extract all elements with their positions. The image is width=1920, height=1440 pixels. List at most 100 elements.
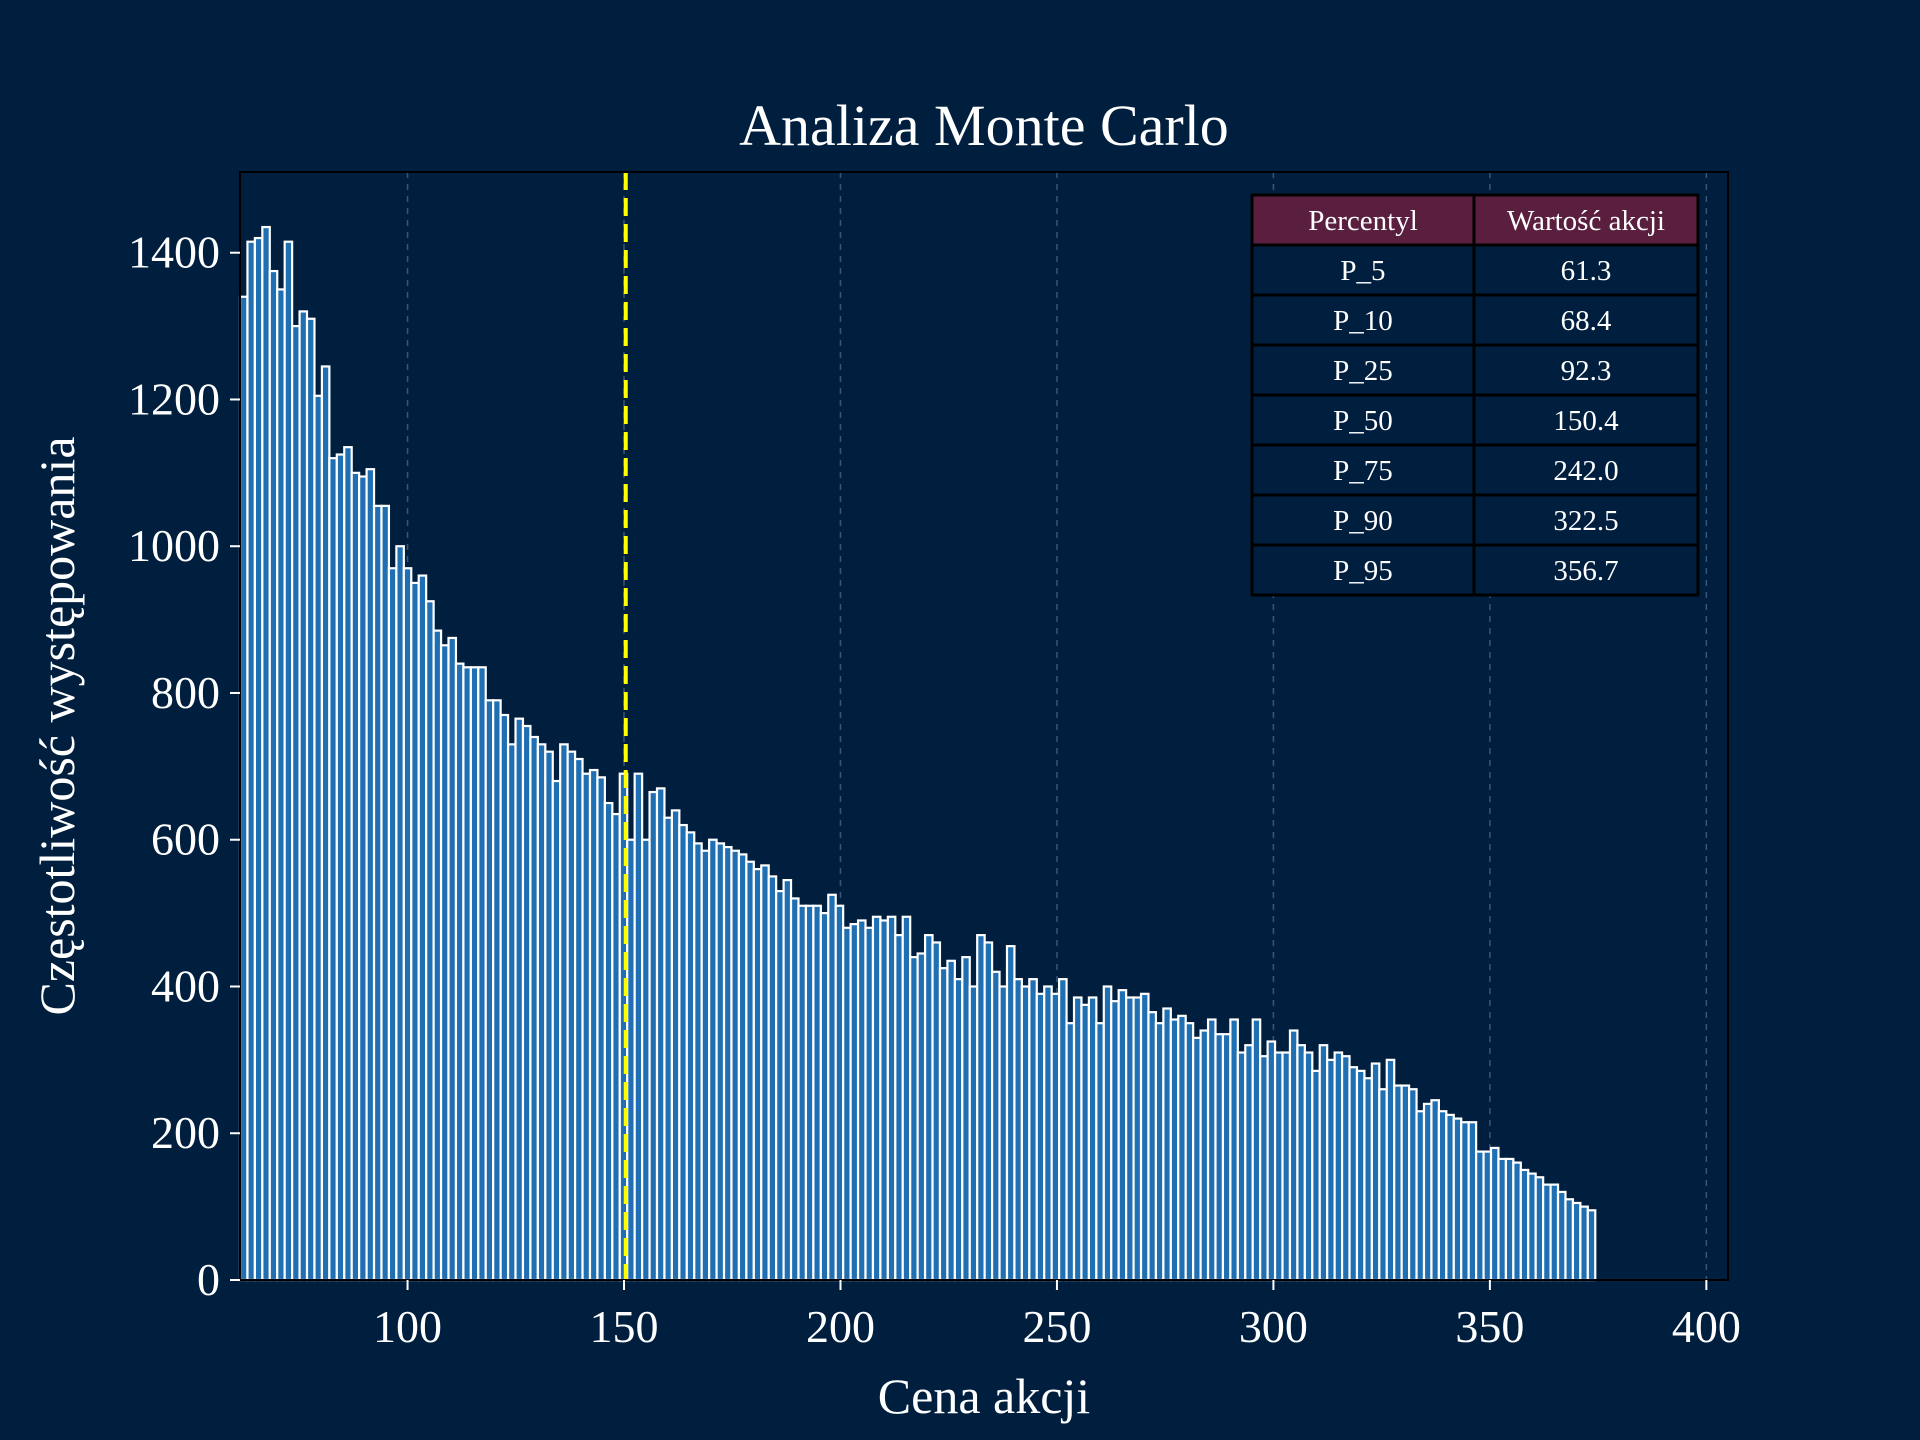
histogram-bar — [1527, 1172, 1537, 1282]
y-tick-label: 1200 — [128, 373, 220, 424]
histogram-bar — [856, 919, 867, 1282]
table-cell-text: 322.5 — [1553, 505, 1618, 537]
histogram-bar — [1251, 1018, 1262, 1282]
histogram-bar — [343, 446, 353, 1282]
histogram-bar — [700, 849, 711, 1282]
histogram-bar — [916, 952, 927, 1282]
histogram-bar — [983, 941, 994, 1282]
histogram-bar — [1065, 1022, 1076, 1282]
histogram-bar — [842, 926, 852, 1282]
histogram-bar — [849, 923, 860, 1282]
table-cell-text: 150.4 — [1553, 405, 1619, 437]
histogram-bar — [1415, 1110, 1426, 1282]
histogram-bar — [283, 240, 294, 1282]
histogram-bar — [1579, 1205, 1589, 1282]
table-cell — [1250, 493, 1476, 547]
histogram-bar — [797, 904, 808, 1282]
y-tick-label: 400 — [151, 960, 220, 1011]
chart-title: Analiza Monte Carlo — [739, 93, 1229, 158]
histogram-bar — [1437, 1110, 1448, 1282]
histogram-bar — [648, 790, 659, 1282]
histogram-bar — [715, 842, 726, 1282]
histogram-bar — [1020, 985, 1031, 1282]
histogram-bar — [1542, 1183, 1552, 1282]
table-cell-text: P_90 — [1333, 505, 1393, 537]
histogram-bar — [708, 838, 718, 1282]
histogram-bar — [931, 941, 942, 1282]
y-tick-label: 0 — [197, 1254, 220, 1305]
histogram-bar — [998, 985, 1009, 1282]
histogram-bar — [1072, 996, 1083, 1282]
histogram-bar — [633, 772, 644, 1282]
histogram-bar — [804, 904, 815, 1282]
histogram-bar — [1452, 1117, 1463, 1282]
histogram-bar — [484, 699, 495, 1282]
histogram-bar — [261, 225, 271, 1282]
histogram-bar — [305, 317, 316, 1282]
histogram-bar — [968, 985, 979, 1282]
histogram-bar — [551, 779, 562, 1282]
histogram-bar — [1110, 1000, 1120, 1282]
histogram-bar — [246, 240, 256, 1282]
histogram-bar — [328, 457, 338, 1282]
y-tick-label: 800 — [151, 667, 220, 718]
table-cell — [1472, 343, 1700, 397]
histogram-bar — [1296, 1044, 1306, 1282]
histogram-bar — [827, 893, 837, 1282]
histogram-bar — [1303, 1051, 1314, 1282]
histogram-bar — [417, 574, 428, 1282]
histogram-bar — [1206, 1018, 1217, 1282]
histogram-bar — [1043, 985, 1053, 1282]
x-tick-label: 400 — [1672, 1301, 1741, 1352]
histogram-bar — [767, 875, 778, 1282]
histogram-bar — [1273, 1051, 1284, 1282]
histogram-bar — [253, 236, 264, 1282]
histogram-bar — [1385, 1058, 1396, 1282]
histogram-bar — [752, 867, 763, 1282]
table-cell-text: 242.0 — [1553, 455, 1618, 487]
histogram-bar — [1467, 1121, 1478, 1282]
table-header-cell — [1250, 193, 1476, 247]
histogram-bar — [1586, 1209, 1597, 1282]
histogram-bar — [1139, 992, 1150, 1282]
histogram-bar — [894, 934, 904, 1282]
histogram-bar — [410, 581, 420, 1282]
histogram-bar — [573, 757, 584, 1282]
histogram-bar — [588, 768, 599, 1282]
histogram-bar — [923, 934, 934, 1282]
histogram-bar — [1132, 996, 1143, 1282]
histogram-bar — [871, 915, 882, 1282]
x-tick-label: 250 — [1022, 1301, 1091, 1352]
table-cell — [1250, 543, 1476, 597]
histogram-bar — [425, 600, 435, 1282]
table-cell-text: 92.3 — [1561, 355, 1612, 387]
histogram-bar — [693, 842, 703, 1282]
table-cell — [1472, 293, 1700, 347]
histogram-bar — [1244, 1044, 1254, 1282]
histogram-bar — [1169, 1018, 1180, 1282]
x-tick-label: 150 — [590, 1301, 659, 1352]
histogram-bar — [737, 853, 748, 1282]
histogram-bar — [596, 776, 606, 1282]
histogram-bar — [1363, 1077, 1373, 1282]
histogram-bar — [1393, 1084, 1403, 1282]
histogram-bar — [1489, 1146, 1500, 1282]
histogram-bar — [1192, 1036, 1202, 1282]
histogram-bar — [1117, 989, 1128, 1282]
histogram-bar — [789, 897, 800, 1282]
histogram-bar — [521, 724, 532, 1282]
histogram-bar — [1333, 1051, 1344, 1282]
histogram-bar — [298, 310, 309, 1282]
histogram-bar — [1564, 1198, 1575, 1282]
histogram-bar — [1311, 1069, 1321, 1282]
histogram-bar — [670, 809, 681, 1282]
histogram-bar — [655, 787, 666, 1282]
histogram-bar — [760, 864, 770, 1282]
percentile-table: Percentyl Wartość akcji P_5 61.3 P_10 68.4 P_2… — [1250, 193, 1700, 597]
histogram-bar — [313, 394, 324, 1282]
table-cell — [1472, 493, 1700, 547]
histogram-bar — [961, 956, 971, 1282]
histogram-bar — [499, 713, 510, 1282]
histogram-bar — [1154, 1022, 1165, 1282]
